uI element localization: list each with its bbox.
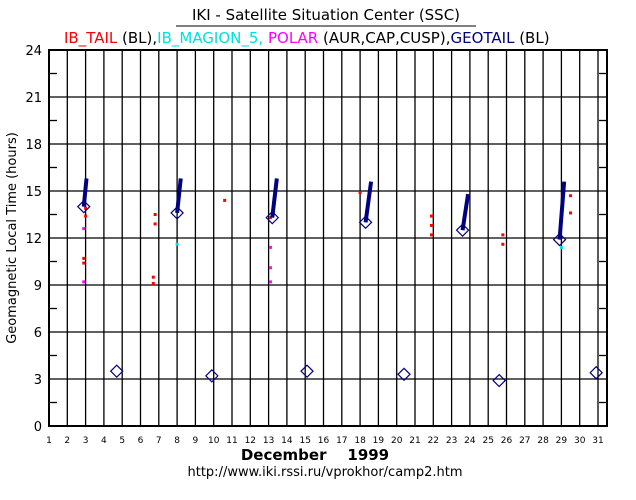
x-tick-label: 27: [519, 436, 530, 446]
x-tick-label: 3: [83, 436, 89, 446]
ib-tail-point: [153, 222, 157, 226]
x-tick-label: 30: [574, 436, 586, 446]
legend-entry-3: GEOTAIL: [450, 29, 515, 47]
ib-tail-point: [569, 194, 573, 198]
geotail-track: [270, 178, 279, 218]
x-tick-label: 12: [245, 436, 256, 446]
x-tick-label: 19: [373, 436, 385, 446]
polar-point: [268, 266, 272, 270]
polar-point: [268, 280, 272, 284]
x-tick-label: 24: [464, 436, 476, 446]
geotail-diamond: [358, 215, 373, 230]
tick-labels: 1 2 3 4 5 6 7 8 9 10 11 12 13 14 15 16 17 18 19 20 21 22 23 24 2…: [25, 44, 603, 446]
polar-point: [268, 245, 272, 249]
x-tick-label: 9: [193, 436, 199, 446]
x-tick-label: 23: [446, 436, 457, 446]
x-tick-label: 11: [226, 436, 237, 446]
ib-tail-point: [429, 214, 433, 218]
y-tick-label: 18: [25, 138, 42, 153]
ib-tail-point: [153, 213, 157, 216]
x-tick-label: 13: [263, 436, 274, 446]
ib-tail-point: [151, 275, 155, 279]
x-tick-label: 6: [138, 436, 144, 446]
legend-suffix-0: (BL),: [117, 29, 157, 47]
x-tick-label: 28: [537, 436, 549, 446]
ib-tail-point: [569, 211, 573, 215]
footer-url: http://www.iki.rssi.ru/vprokhor/camp2.ht…: [188, 465, 463, 480]
y-tick-label: 21: [25, 91, 42, 106]
ib-magion-5-point: [559, 245, 563, 249]
legend-entry-0: IB_TAIL: [64, 29, 118, 48]
ib-tail-point: [429, 233, 433, 237]
y-tick-label: 15: [25, 185, 42, 200]
ib-tail-point: [429, 223, 433, 227]
x-tick-label: 4: [101, 436, 107, 446]
grid: [48, 49, 608, 427]
x-tick-label: 10: [208, 436, 220, 446]
polar-point: [82, 227, 86, 231]
x-tick-label: 17: [336, 436, 347, 446]
geotail-diamond: [552, 232, 567, 247]
ib-tail-point: [151, 281, 155, 285]
x-tick-label: 14: [281, 436, 293, 446]
legend-entry-2: POLAR: [268, 29, 318, 47]
geotail-diamond: [492, 373, 507, 388]
x-tick-label: 20: [391, 436, 403, 446]
geotail-track: [557, 181, 567, 240]
geotail-diamond: [300, 364, 314, 379]
data-marks: [76, 178, 604, 388]
geotail-diamond: [455, 223, 470, 238]
ib-tail-point: [358, 191, 362, 195]
x-tick-label: 1: [46, 436, 52, 446]
x-tick-label: 26: [501, 436, 513, 446]
legend-entry-1: IB_MAGION_5,: [157, 29, 263, 48]
y-tick-label: 3: [34, 373, 42, 388]
x-tick-label: 5: [119, 436, 125, 446]
x-tick-label: 2: [64, 436, 70, 446]
x-tick-label: 16: [318, 436, 330, 446]
y-tick-label: 9: [34, 279, 42, 294]
geotail-diamond: [76, 199, 91, 214]
geotail-diamond: [109, 364, 124, 379]
y-tick-label: 12: [25, 232, 42, 247]
x-tick-label: 25: [482, 436, 493, 446]
x-tick-label: 29: [556, 436, 568, 446]
geotail-diamond: [589, 365, 604, 380]
x-tick-label: 15: [299, 436, 310, 446]
x-tick-label: 21: [409, 436, 420, 446]
y-tick-label: 24: [25, 44, 42, 59]
x-tick-label: 18: [354, 436, 366, 446]
legend: IB_TAIL (BL),IB_MAGION_5, POLAR (AUR,CAP…: [64, 29, 550, 48]
x-tick-label: 22: [428, 436, 439, 446]
legend-suffix-2: (AUR,CAP,CUSP),: [318, 29, 450, 47]
geotail-diamond: [265, 210, 280, 225]
x-tick-label: 31: [592, 436, 603, 446]
y-tick-label: 6: [34, 326, 42, 341]
ib-tail-point: [223, 198, 227, 202]
ib-tail-point: [82, 261, 86, 265]
geotail-diamond: [397, 367, 411, 382]
legend-suffix-3: (BL): [514, 29, 549, 47]
ib-tail-point: [82, 256, 86, 260]
ib-tail-point: [268, 216, 272, 220]
geotail-diamond: [205, 369, 219, 383]
y-axis-label: Geomagnetic Local Time (hours): [5, 132, 20, 344]
ib-tail-point: [84, 206, 88, 210]
x-tick-label: 7: [156, 436, 162, 446]
geotail-diamond: [170, 206, 184, 220]
x-tick-label: 8: [174, 436, 180, 446]
chart-title: IKI - Satellite Situation Center (SSC): [192, 6, 460, 24]
x-axis-label: December 1999: [241, 446, 389, 464]
geotail-track: [363, 181, 374, 223]
polar-point: [82, 280, 86, 284]
ib-magion-5-point: [175, 242, 179, 246]
ib-tail-point: [501, 233, 505, 237]
ib-tail-point: [501, 242, 505, 246]
geotail-track: [460, 193, 471, 231]
ib-tail-point: [84, 214, 88, 218]
y-tick-label: 0: [34, 420, 42, 435]
